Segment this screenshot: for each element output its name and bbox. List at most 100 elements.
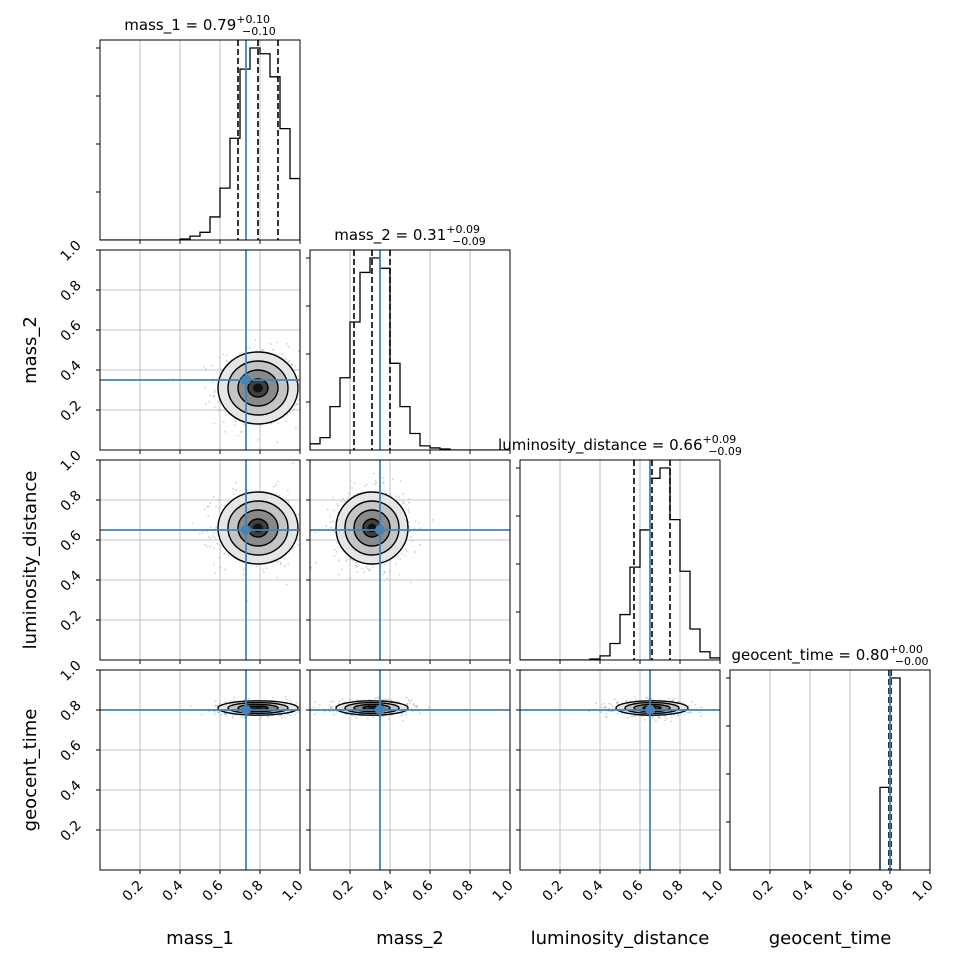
sample-point: [288, 411, 291, 414]
sample-point: [402, 720, 405, 722]
grid: [520, 670, 720, 870]
sample-point: [398, 573, 401, 576]
sample-point: [305, 708, 307, 710]
sample-point: [205, 367, 208, 370]
x-tick-label: 1.0: [700, 878, 727, 905]
sample-point: [698, 711, 701, 714]
sample-point: [646, 696, 649, 699]
sample-point: [404, 548, 407, 550]
sample-point: [658, 716, 661, 719]
sample-point: [419, 543, 421, 546]
y-tick-label: 0.2: [58, 608, 85, 635]
sample-point: [218, 711, 220, 714]
sample-point: [382, 481, 384, 484]
sample-point: [262, 349, 265, 351]
sample-point: [286, 413, 289, 416]
sample-point: [203, 365, 205, 368]
sample-point: [275, 341, 278, 344]
sample-point: [247, 489, 249, 492]
sample-point: [325, 525, 328, 528]
sample-point: [213, 547, 216, 550]
contour-line: [353, 509, 391, 547]
sample-point: [689, 711, 692, 714]
sample-point: [291, 363, 294, 366]
sample-point: [390, 494, 393, 497]
panel-luminosity_distance-vs-luminosity_distance: luminosity_distance = 0.66+0.09 −0.09: [498, 433, 742, 664]
grid: [349, 250, 510, 450]
sample-point: [688, 704, 690, 707]
sample-point: [355, 717, 358, 719]
sample-point: [305, 530, 307, 532]
sample-point: [604, 715, 607, 718]
sample-point: [276, 576, 279, 579]
sample-point: [261, 349, 264, 352]
grid: [310, 670, 510, 870]
panel-frame: [99, 459, 301, 661]
sample-point: [328, 515, 331, 518]
y-tick-label: 0.8: [58, 698, 85, 725]
sample-point: [296, 403, 298, 406]
sample-point: [364, 485, 366, 488]
sample-point: [269, 343, 272, 345]
x-tick-label: 0.2: [330, 878, 357, 905]
sample-point: [235, 489, 238, 491]
sample-point: [233, 696, 236, 699]
sample-point: [284, 358, 287, 361]
sample-point: [289, 699, 292, 702]
sample-point: [663, 715, 666, 718]
x-axis-label: mass_1: [166, 928, 234, 949]
sample-point: [611, 705, 614, 708]
contour-line: [227, 360, 289, 416]
sample-point: [372, 472, 375, 475]
sample-point: [220, 566, 222, 569]
contour-line: [217, 700, 299, 716]
sample-point: [395, 563, 398, 565]
sample-point: [304, 531, 306, 533]
sample-point: [409, 536, 412, 539]
sample-point: [289, 714, 292, 717]
x-axis-label: luminosity_distance: [531, 928, 710, 949]
sample-point: [333, 713, 336, 716]
sample-point: [238, 352, 241, 355]
sample-point: [398, 496, 400, 499]
sample-point: [365, 483, 368, 486]
sample-point: [223, 552, 226, 555]
sample-point: [275, 484, 277, 486]
sample-point: [354, 715, 357, 717]
sample-point: [415, 704, 418, 707]
sample-point: [314, 700, 317, 703]
sample-point: [225, 359, 228, 362]
density-level: [253, 383, 263, 393]
y-tick-label: 0.2: [58, 818, 85, 845]
sample-point: [277, 714, 279, 717]
sample-point: [292, 408, 295, 411]
sample-point: [380, 716, 383, 719]
sample-point: [384, 571, 386, 574]
contour-line: [217, 491, 299, 565]
sample-point: [376, 697, 379, 700]
sample-point: [234, 714, 237, 717]
sample-point: [382, 699, 385, 701]
sample-point: [631, 715, 634, 718]
x-tick-label: 0.8: [450, 878, 477, 905]
sample-point: [208, 536, 211, 538]
sample-point: [279, 563, 282, 566]
contour-line: [217, 351, 299, 425]
sample-point: [214, 536, 217, 539]
sample-point: [405, 550, 408, 552]
sample-point: [340, 500, 343, 503]
sample-point: [285, 583, 288, 586]
sample-point: [213, 422, 216, 425]
sample-point: [617, 702, 620, 705]
sample-point: [272, 348, 274, 351]
y-tick-label: 0.8: [58, 278, 85, 305]
sample-point: [217, 409, 220, 412]
sample-point: [403, 502, 406, 505]
panel-luminosity_distance-vs-mass_1: 0.2 0.4 0.6 0.8 1.0 luminosity_distance: [20, 448, 307, 664]
sample-point: [690, 711, 692, 714]
sample-point: [279, 561, 282, 564]
sample-point: [218, 702, 221, 705]
sample-point: [398, 701, 401, 703]
sample-point: [217, 498, 220, 501]
contour-line: [237, 369, 279, 407]
